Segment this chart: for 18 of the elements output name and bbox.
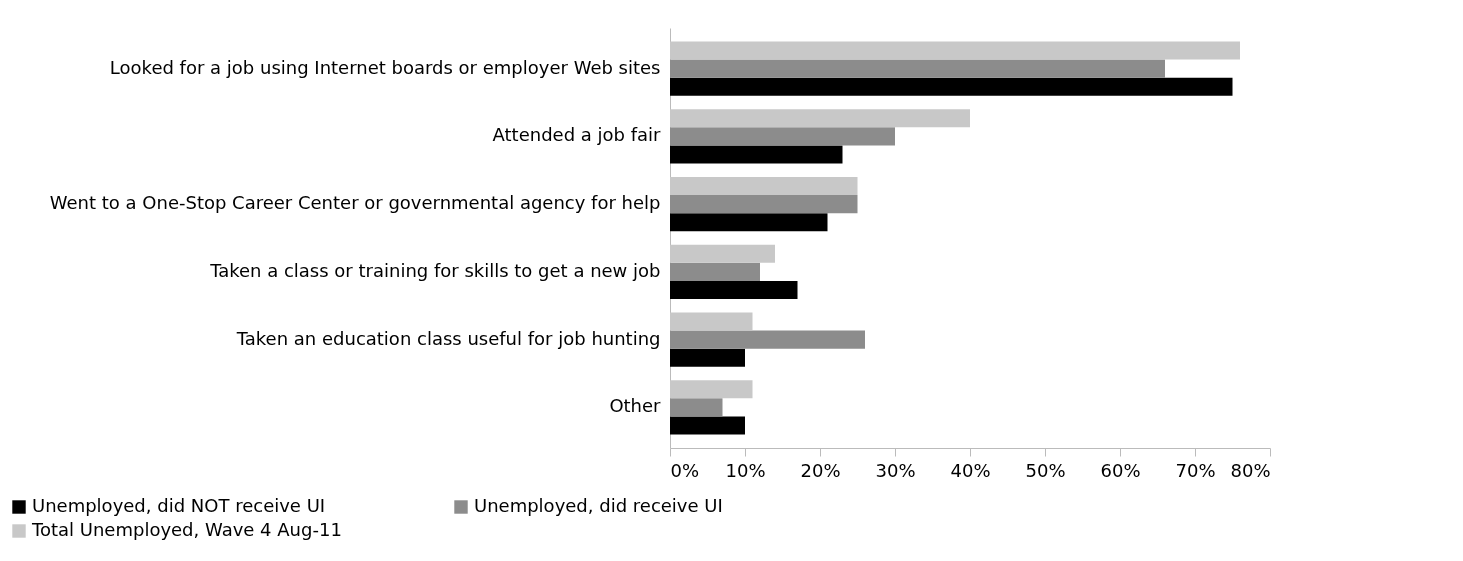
x-tick-label: 10% bbox=[725, 459, 766, 481]
y-tick-label: Looked for a job using Internet boards or employer Web sites bbox=[109, 56, 661, 78]
legend-label: Unemployed, did receive UI bbox=[474, 495, 723, 516]
x-tick-label: 70% bbox=[1175, 459, 1216, 481]
x-tick-label: 40% bbox=[950, 459, 991, 481]
x-tick-label: 80% bbox=[1230, 459, 1271, 481]
legend-label: Unemployed, did NOT receive UI bbox=[32, 495, 326, 516]
y-tick-label: Went to a One-Stop Career Center or governmental agency for help bbox=[49, 192, 661, 214]
y-tick-label: Attended a job fair bbox=[492, 124, 662, 146]
y-tick-label: Taken a class or training for skills to get a new job bbox=[209, 259, 661, 281]
x-tick-label: 30% bbox=[875, 459, 916, 481]
x-tick-label: 20% bbox=[800, 459, 841, 481]
x-tick-label: 0% bbox=[670, 459, 700, 481]
x-tick-label: 60% bbox=[1100, 459, 1141, 481]
y-tick-label: Other bbox=[609, 395, 662, 417]
y-tick-label: Taken an education class useful for job hunting bbox=[235, 327, 661, 349]
legend-label: Total Unemployed, Wave 4 Aug-11 bbox=[31, 519, 342, 540]
x-tick-label: 50% bbox=[1025, 459, 1066, 481]
